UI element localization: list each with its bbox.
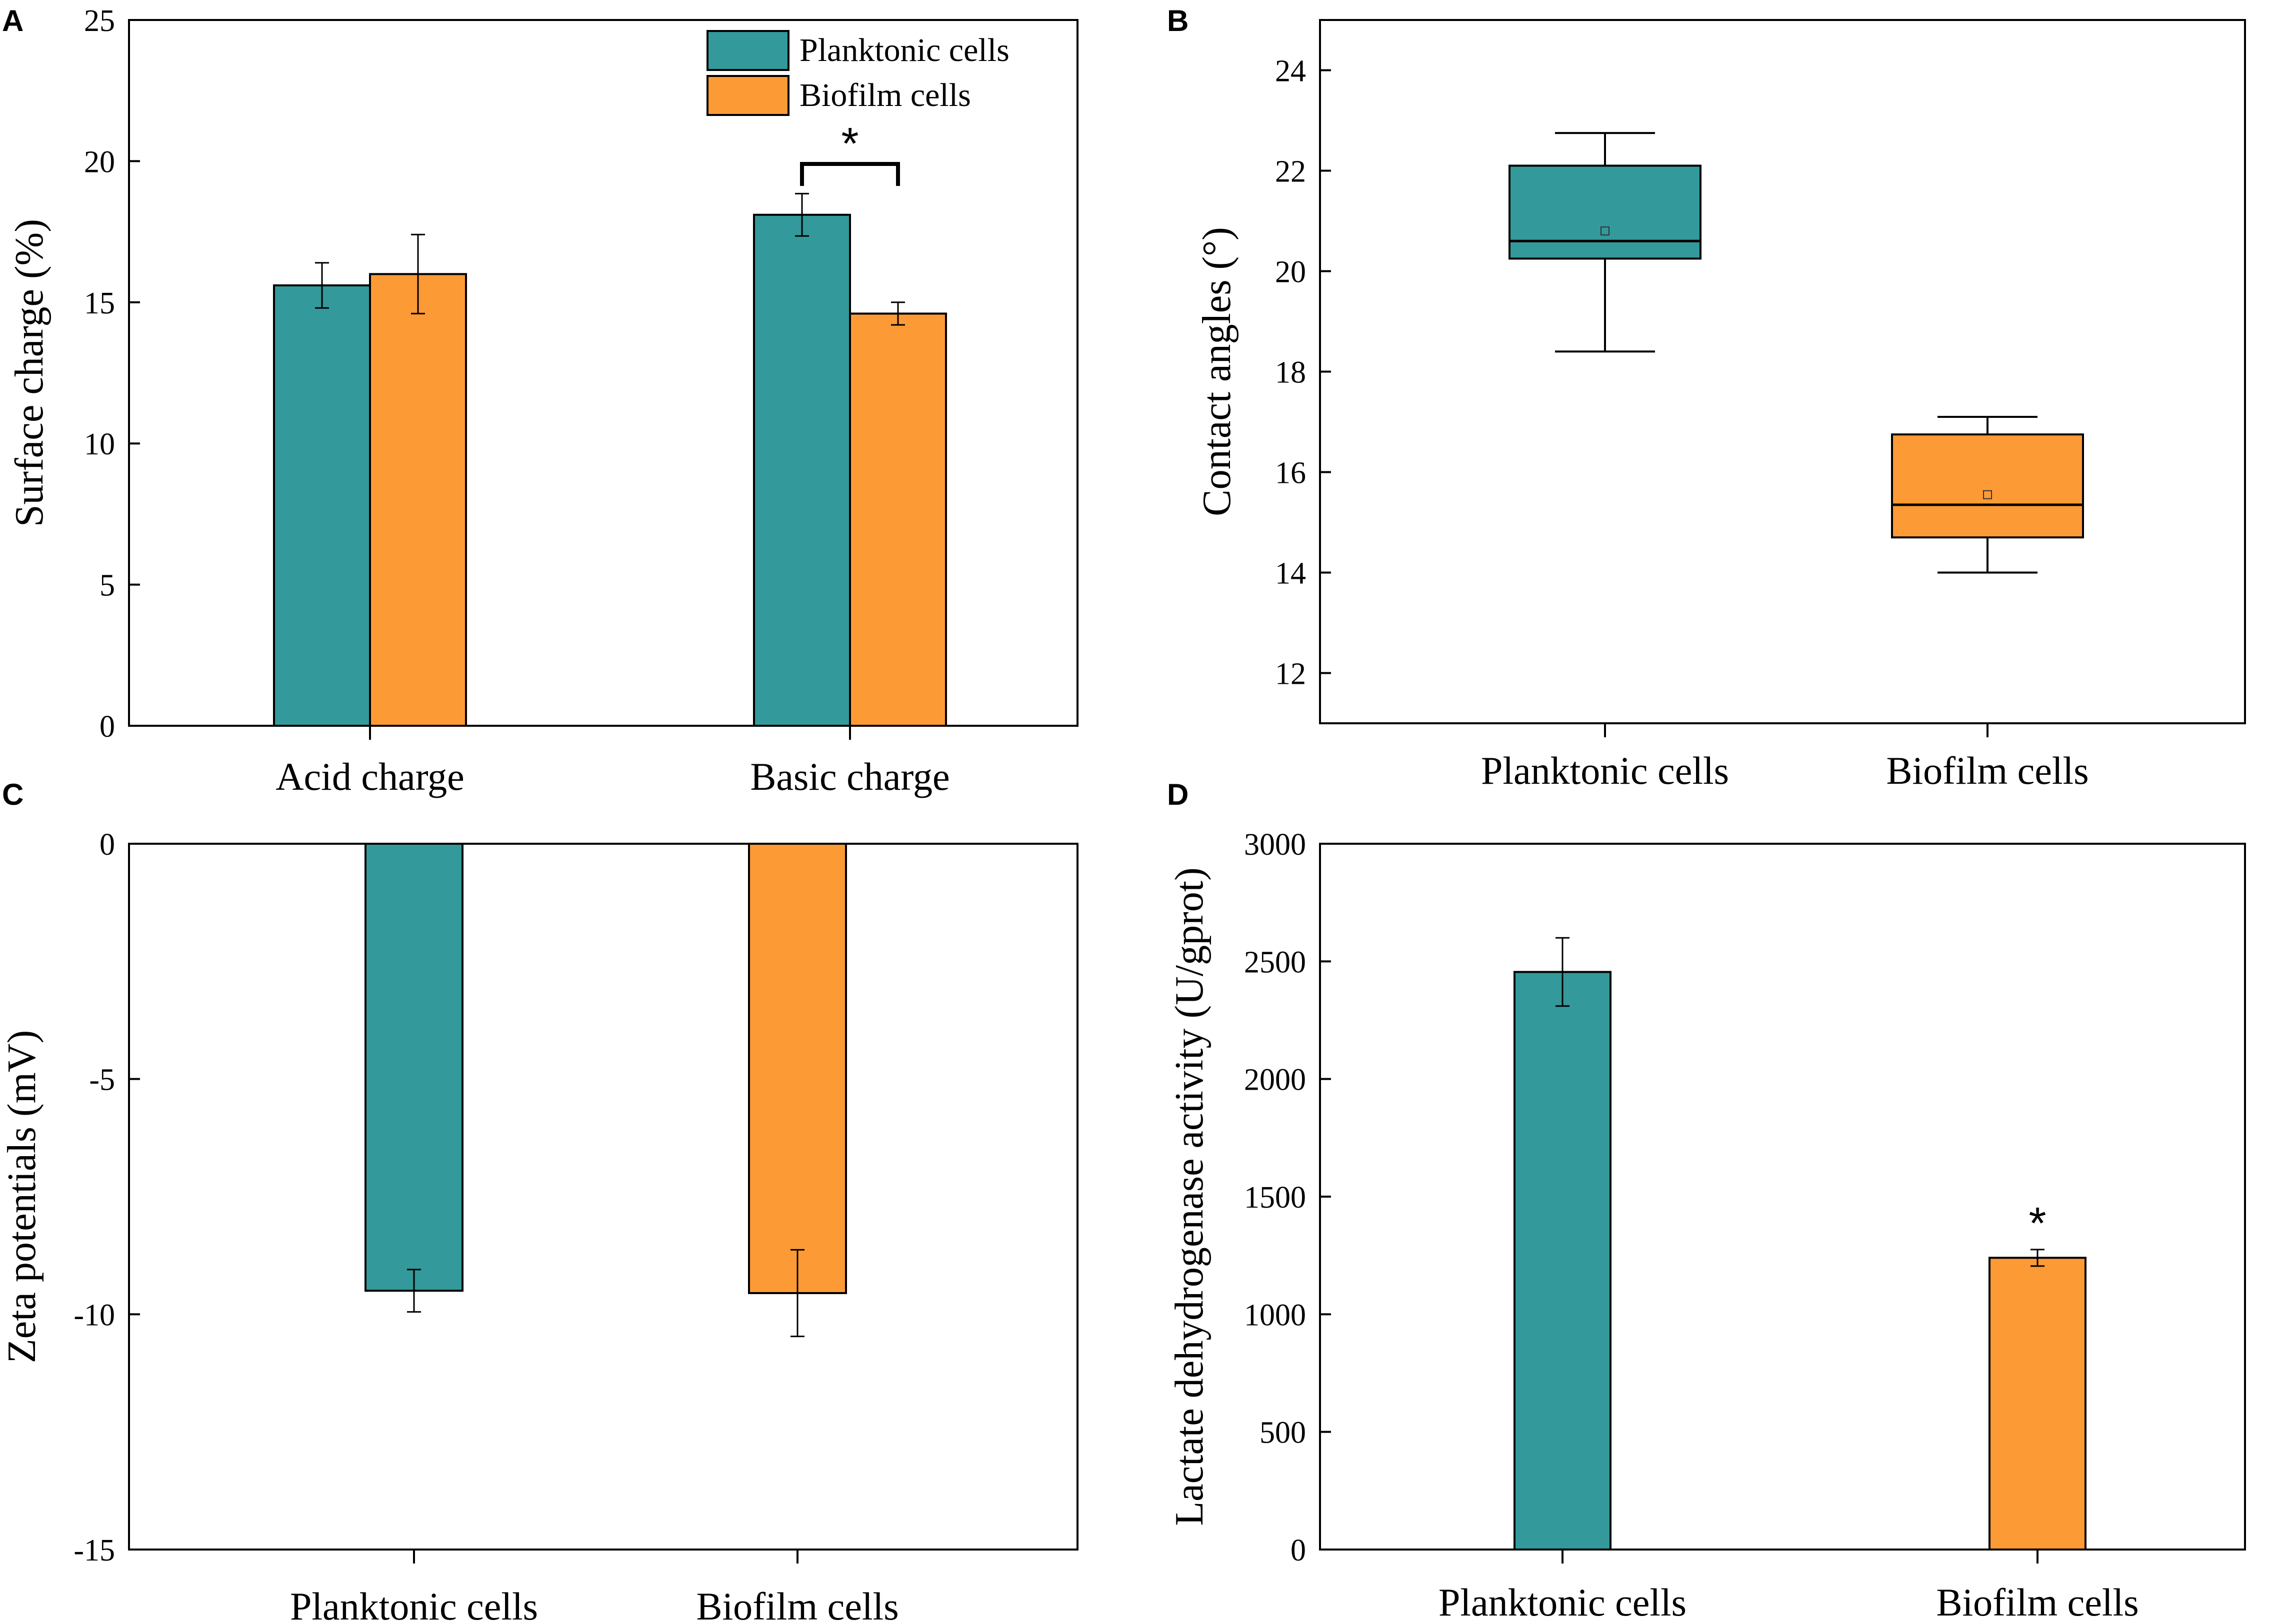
x-category-label: Planktonic cells xyxy=(1481,749,1729,792)
mean-marker-planktonic xyxy=(1600,226,1610,236)
panel-label: B xyxy=(1167,4,1188,37)
y-tick-label: -15 xyxy=(74,1534,115,1568)
bar-biofilm xyxy=(1988,1257,2086,1551)
legend-label: Biofilm cells xyxy=(800,77,971,113)
y-tick-label: 16 xyxy=(1275,456,1306,490)
panel-c: C 0 -5 -10 -15 Zeta potentials (mV) Planktonic… xyxy=(0,778,1078,1624)
y-tick-label: 22 xyxy=(1275,155,1306,189)
y-tick-label: 3000 xyxy=(1244,828,1306,862)
y-axis-title: Surface charge (%) xyxy=(8,219,52,527)
y-tick-label: 25 xyxy=(84,4,115,38)
y-tick-label: 0 xyxy=(100,828,115,862)
y-tick-label: 24 xyxy=(1275,54,1306,88)
y-tick-label: 2500 xyxy=(1244,945,1306,979)
x-category-label: Planktonic cells xyxy=(290,1585,538,1624)
y-tick-label: 5 xyxy=(100,569,115,603)
y-tick-label: -10 xyxy=(74,1298,115,1332)
plot-frame xyxy=(128,19,1078,727)
y-tick-label: 2000 xyxy=(1244,1063,1306,1097)
y-tick-label: 1500 xyxy=(1244,1181,1306,1215)
panel-label: C xyxy=(2,778,24,811)
y-tick-label: 12 xyxy=(1275,657,1306,691)
significance-star: * xyxy=(841,119,858,169)
panel-label: D xyxy=(1167,778,1188,811)
y-tick-label: 0 xyxy=(100,710,115,744)
bar-planktonic xyxy=(273,284,371,727)
bar-planktonic xyxy=(364,843,464,1292)
y-tick-label: 10 xyxy=(84,427,115,461)
plot-frame xyxy=(128,843,1078,1551)
plot-frame xyxy=(1319,843,2246,1551)
x-category-label: Biofilm cells xyxy=(1886,749,2088,792)
box-planktonic xyxy=(1508,164,1702,260)
y-axis-title: Lactate dehydrogenase activity (U/gprot) xyxy=(1168,867,1212,1526)
mean-marker-biofilm xyxy=(1983,490,1992,499)
x-category-label: Biofilm cells xyxy=(696,1585,898,1624)
legend-label: Planktonic cells xyxy=(800,32,1010,68)
y-tick-label: -5 xyxy=(89,1063,115,1097)
y-axis-title: Contact angles (°) xyxy=(1195,227,1239,516)
y-axis-title: Zeta potentials (mV) xyxy=(0,1030,44,1363)
significance-star: * xyxy=(2028,1199,2046,1249)
legend-swatch-biofilm xyxy=(706,75,790,116)
bar-biofilm xyxy=(369,273,467,727)
significance-bracket xyxy=(800,162,900,186)
panel-a: * Planktonic cells Biofilm cells A 0 5 10 15 20 2… xyxy=(2,4,1078,798)
x-category-label: Acid charge xyxy=(276,755,464,798)
y-tick-label: 0 xyxy=(1290,1534,1306,1568)
y-tick-label: 20 xyxy=(1275,255,1306,289)
y-tick-label: 500 xyxy=(1260,1416,1306,1450)
y-tick-label: 18 xyxy=(1275,356,1306,390)
panel-label: A xyxy=(2,4,24,37)
legend-swatch-planktonic xyxy=(706,30,790,71)
box-biofilm xyxy=(1891,433,2084,539)
x-category-label: Planktonic cells xyxy=(1438,1581,1686,1624)
panel-d: * D 0 500 1000 1500 2000 2500 3000 Lactate dehydr… xyxy=(1167,778,2246,1624)
y-tick-label: 20 xyxy=(84,145,115,179)
y-tick-label: 1000 xyxy=(1244,1298,1306,1332)
bar-biofilm xyxy=(849,312,947,727)
bar-planktonic xyxy=(753,213,851,727)
x-category-label: Basic charge xyxy=(750,755,950,798)
bar-biofilm xyxy=(748,843,847,1294)
plot-frame xyxy=(1319,19,2246,724)
y-tick-label: 14 xyxy=(1275,557,1306,591)
panel-b: B 12 14 16 18 20 22 24 Contact angles (°) Plankto… xyxy=(1167,4,2246,792)
bar-planktonic xyxy=(1514,971,1612,1551)
x-category-label: Biofilm cells xyxy=(1936,1581,2138,1624)
y-tick-label: 15 xyxy=(84,286,115,320)
